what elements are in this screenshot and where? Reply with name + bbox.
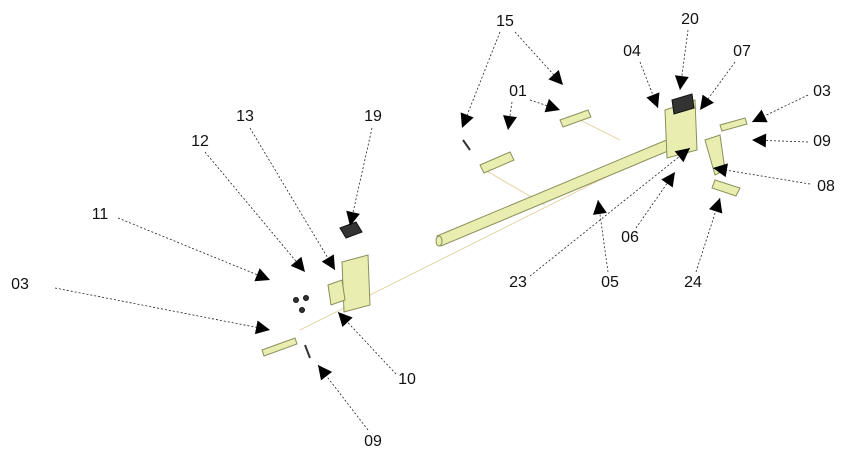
- callout-label: 24: [684, 274, 702, 291]
- callout-label: 06: [621, 229, 639, 246]
- leader-line: [751, 139, 809, 143]
- arrowhead: [646, 92, 660, 108]
- arrowhead: [674, 75, 689, 90]
- callout-label: 08: [817, 178, 835, 195]
- arrowhead: [544, 98, 560, 113]
- leader-line: [54, 287, 271, 331]
- arrowhead: [592, 200, 607, 215]
- leader-line: [249, 127, 336, 271]
- callout-label: 13: [236, 108, 254, 125]
- arrowhead: [713, 163, 728, 178]
- arrowhead: [254, 268, 270, 282]
- leader-line: [204, 151, 306, 273]
- callouts: 15 20 04 07 03 01 09 08 13 19 12 11 03 06 23 05 24 10 09: [11, 11, 835, 450]
- assembly-axis: [579, 119, 621, 141]
- parts: [261, 93, 748, 359]
- callout-label: 12: [191, 133, 209, 150]
- small-pin: [304, 344, 311, 359]
- shaft-end: [435, 235, 443, 247]
- callout-label: 15: [496, 13, 514, 30]
- callout-label: 09: [813, 133, 831, 150]
- crank-handle: [711, 179, 741, 197]
- leader-line: [507, 101, 513, 131]
- shaft: [436, 135, 681, 247]
- arrowhead: [346, 210, 360, 226]
- arrowhead: [700, 94, 714, 110]
- callout-label: 03: [11, 276, 29, 293]
- small-pin: [462, 139, 471, 151]
- arrowhead: [254, 320, 270, 335]
- callout-label: 05: [601, 274, 619, 291]
- callout-label: 10: [398, 371, 416, 388]
- leader-line: [349, 127, 373, 227]
- bolt: [293, 297, 299, 303]
- arrowhead: [661, 172, 675, 188]
- leader-line: [529, 99, 561, 111]
- arrowhead: [318, 365, 333, 381]
- arrowhead: [752, 109, 768, 123]
- arrowhead: [709, 198, 723, 214]
- pin: [479, 151, 515, 174]
- callout-label: 20: [681, 11, 699, 28]
- arrowhead: [503, 115, 517, 130]
- bolt: [303, 295, 309, 301]
- leader-line: [117, 217, 271, 281]
- leader-line: [461, 31, 501, 129]
- callout-label: 19: [364, 108, 382, 125]
- arrowhead: [460, 112, 474, 128]
- arrowhead: [752, 133, 767, 148]
- callout-label: 11: [92, 206, 109, 223]
- leader-line: [712, 167, 811, 185]
- bracket-plate: [327, 279, 346, 306]
- callout-label: 09: [364, 433, 382, 450]
- callout-label: 04: [623, 43, 641, 60]
- bracket: [341, 254, 371, 313]
- callout-label: 07: [733, 43, 751, 60]
- callout-label: 03: [813, 83, 831, 100]
- arrowhead: [338, 312, 353, 328]
- pin: [261, 337, 298, 357]
- arrowhead: [290, 256, 305, 272]
- callout-label: 01: [509, 83, 527, 100]
- bolt: [299, 307, 305, 313]
- pin: [559, 109, 592, 128]
- cap: [671, 93, 695, 115]
- callout-label: 23: [509, 274, 527, 291]
- arrowhead: [321, 254, 335, 270]
- pin: [719, 117, 748, 132]
- arrowhead: [674, 148, 690, 163]
- arrowhead: [548, 69, 563, 85]
